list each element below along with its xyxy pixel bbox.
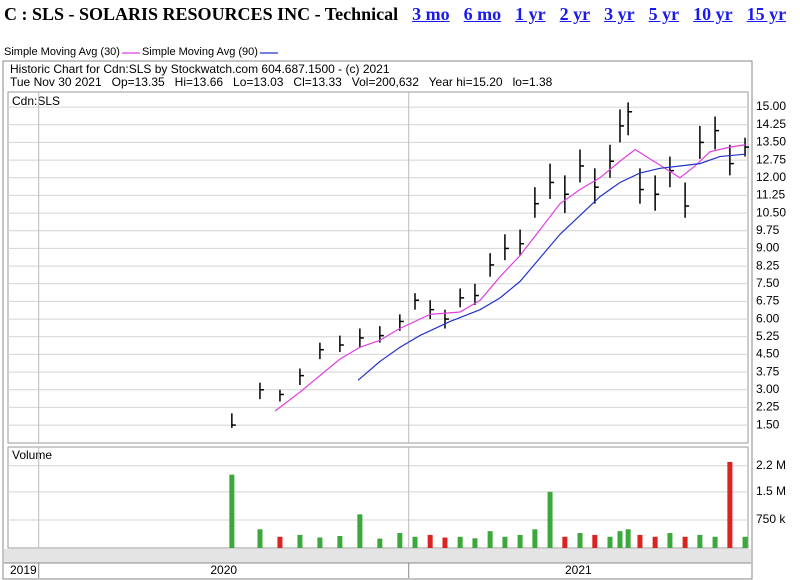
volume-bar (337, 536, 343, 548)
volume-bar (357, 514, 363, 548)
range-link[interactable]: 1 yr (515, 4, 546, 24)
volume-bar (637, 534, 643, 548)
y-tick-label: 5.25 (756, 329, 780, 343)
range-link[interactable]: 6 mo (463, 4, 502, 24)
volume-bar (562, 536, 568, 548)
y-tick-label: 6.00 (756, 311, 780, 325)
y-tick-label: 8.25 (756, 258, 780, 272)
range-link[interactable]: 5 yr (648, 4, 680, 24)
gap-strip (4, 549, 751, 563)
price-panel (7, 91, 749, 444)
legend-label: Simple Moving Avg (30) (4, 46, 120, 58)
info-line: Historic Chart for Cdn:SLS by Stockwatch… (10, 62, 390, 76)
page-title: C : SLS - SOLARIS RESOURCES INC - Techni… (4, 4, 399, 24)
volume-bar (625, 529, 631, 548)
volume-bar (577, 533, 583, 548)
volume-bar (457, 536, 463, 548)
y-tick-label: 15.00 (756, 99, 786, 113)
volume-bar (712, 536, 718, 548)
volume-bar (427, 534, 433, 548)
volume-bar (397, 533, 403, 548)
y-tick-label: 12.75 (756, 152, 786, 166)
year-label: 2020 (210, 563, 237, 577)
range-link[interactable]: 2 yr (559, 4, 591, 24)
info-line: Tue Nov 30 2021 Op=13.35 Hi=13.66 Lo=13.… (10, 75, 553, 89)
moving-average (357, 153, 746, 381)
volume-bar (727, 461, 733, 548)
header: C : SLS - SOLARIS RESOURCES INC - Techni… (4, 4, 800, 25)
volume-bar (617, 531, 623, 548)
year-label: 2019 (10, 563, 37, 577)
legend-label: Simple Moving Avg (90) (142, 46, 258, 58)
volume-bar (667, 533, 673, 548)
year-label: 2021 (565, 563, 592, 577)
y-tick-label: 11.25 (756, 188, 785, 202)
volume-bar (472, 538, 478, 548)
moving-average (274, 144, 746, 412)
volume-bar (377, 538, 383, 548)
volume-bar (697, 534, 703, 548)
y-tick-label: 3.75 (756, 364, 780, 378)
volume-tick-label: 2.2 M (756, 458, 786, 472)
volume-bar (682, 536, 688, 548)
range-link[interactable]: 15 yr (746, 4, 787, 24)
volume-bar (652, 536, 658, 548)
y-tick-label: 9.75 (756, 223, 780, 237)
volume-bar (317, 537, 323, 548)
volume-bar (517, 534, 523, 548)
volume-bar (412, 536, 418, 548)
volume-panel (7, 446, 749, 549)
volume-bar (547, 491, 553, 548)
y-tick-label: 9.00 (756, 241, 780, 255)
volume-bar (257, 529, 263, 548)
y-tick-label: 1.50 (756, 417, 780, 431)
volume-bar (607, 536, 613, 548)
symbol-label: Cdn:SLS (12, 94, 60, 108)
y-tick-label: 10.50 (756, 205, 786, 219)
y-tick-label: 13.50 (756, 135, 786, 149)
y-tick-label: 4.50 (756, 347, 780, 361)
volume-bar (277, 536, 283, 548)
volume-bar (742, 536, 748, 548)
volume-bar (229, 474, 235, 548)
volume-tick-label: 750 k (756, 512, 786, 526)
range-link[interactable]: 3 mo (412, 4, 450, 24)
volume-bar (297, 534, 303, 548)
range-link[interactable]: 3 yr (604, 4, 635, 24)
volume-label: Volume (12, 448, 52, 462)
y-tick-label: 12.00 (756, 170, 786, 184)
y-tick-label: 6.75 (756, 294, 780, 308)
y-tick-label: 14.25 (756, 117, 786, 131)
volume-bar (487, 531, 493, 548)
volume-tick-label: 1.5 M (756, 484, 786, 498)
volume-bar (532, 529, 538, 548)
volume-bar (502, 536, 508, 548)
range-link[interactable]: 10 yr (693, 4, 733, 24)
volume-bar (592, 534, 598, 548)
y-tick-label: 2.25 (756, 400, 780, 414)
y-tick-label: 3.00 (756, 382, 780, 396)
volume-bar (442, 537, 448, 548)
y-tick-label: 7.50 (756, 276, 780, 290)
